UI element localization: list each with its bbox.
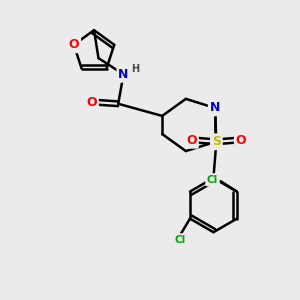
Text: O: O	[86, 96, 97, 109]
Text: Cl: Cl	[174, 235, 185, 245]
Text: O: O	[236, 134, 246, 147]
Text: O: O	[186, 134, 197, 147]
Text: Cl: Cl	[207, 175, 218, 185]
Text: O: O	[69, 38, 79, 51]
Text: N: N	[210, 101, 220, 114]
Text: H: H	[130, 64, 139, 74]
Text: N: N	[118, 68, 129, 81]
Text: S: S	[212, 135, 221, 148]
